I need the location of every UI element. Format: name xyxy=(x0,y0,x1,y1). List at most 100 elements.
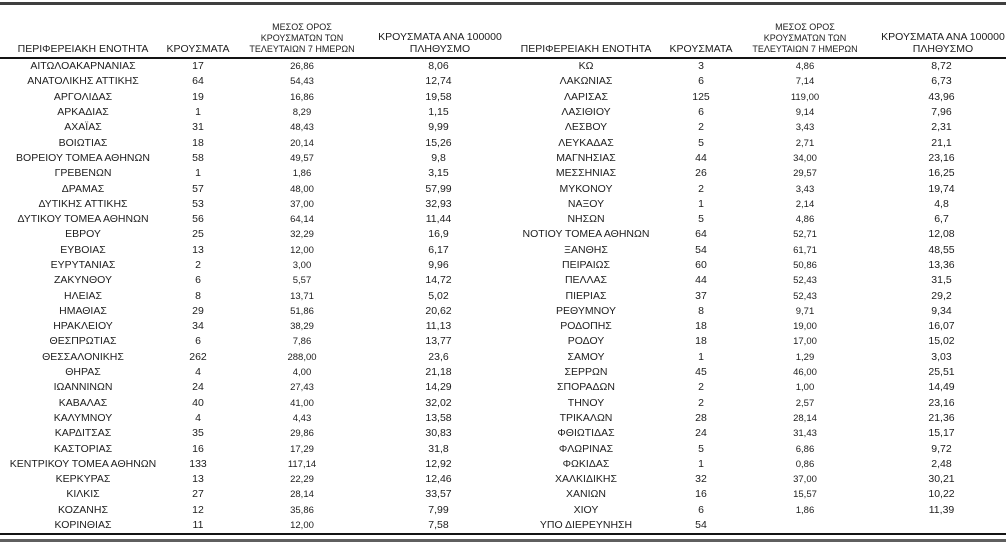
region-cell: ΚΟΖΑΝΗΣ xyxy=(58,503,108,516)
per-100k-cell: 7,58 xyxy=(428,519,449,532)
avg-7day-cell: 3,00 xyxy=(292,260,312,271)
avg-7day-cell: 2,14 xyxy=(795,198,815,210)
per-100k-cell: 32,93 xyxy=(425,197,452,210)
per-100k-cell: 48,55 xyxy=(928,243,955,256)
region-cell: ΧΑΛΚΙΔΙΚΗΣ xyxy=(555,473,617,486)
region-cell: ΚΟΡΙΝΘΙΑΣ xyxy=(54,519,112,532)
table-row: ΕΥΒΟΙΑΣ 13 12,00 6,17 xyxy=(0,243,503,258)
region-cell: ΚΑΛΥΜΝΟΥ xyxy=(53,411,113,424)
per-100k-cell: 16,25 xyxy=(928,167,955,180)
cases-cell: 40 xyxy=(192,396,204,409)
table-row: ΛΑΣΙΘΙΟΥ 6 9,14 7,96 xyxy=(503,105,1006,120)
header-per-100k-label: ΚΡΟΥΣΜΑΤΑ ΑΝΑ 100000 ΠΛΗΘΥΣΜΟ xyxy=(378,31,502,55)
cases-cell: 12 xyxy=(192,503,204,516)
table-row: ΓΡΕΒΕΝΩΝ 1 1,86 3,15 xyxy=(0,166,503,181)
regional-cases-table-left: ΠΕΡΙΦΕΡΕΙΑΚΗ ΕΝΟΤΗΤΑ ΚΡΟΥΣΜΑΤΑ ΜΕΣΟΣ ΟΡΟ… xyxy=(0,5,503,533)
region-cell: ΝΑΞΟΥ xyxy=(567,197,605,210)
region-cell: ΛΕΥΚΑΔΑΣ xyxy=(558,136,614,149)
avg-7day-cell: 51,86 xyxy=(290,305,314,317)
avg-7day-cell: 9,71 xyxy=(795,305,815,317)
cases-cell: 26 xyxy=(695,167,707,180)
region-cell: ΚΕΝΤΡΙΚΟΥ ΤΟΜΕΑ ΑΘΗΝΩΝ xyxy=(9,457,157,470)
per-100k-cell: 1,15 xyxy=(428,106,449,119)
avg-7day-cell: 15,57 xyxy=(793,489,817,501)
avg-7day-cell: 17,00 xyxy=(793,336,817,348)
region-cell: ΗΡΑΚΛΕΙΟΥ xyxy=(53,320,113,333)
cases-cell: 4 xyxy=(195,411,201,424)
cases-cell: 6 xyxy=(195,335,201,348)
per-100k-cell: 19,74 xyxy=(928,182,955,195)
region-cell: ΚΑΒΑΛΑΣ xyxy=(58,396,108,409)
per-100k-cell: 29,2 xyxy=(931,289,952,302)
avg-7day-cell: 3,43 xyxy=(795,183,815,195)
cases-cell: 6 xyxy=(698,75,704,88)
avg-7day-cell: 117,14 xyxy=(287,458,317,470)
per-100k-cell: 12,92 xyxy=(425,457,452,470)
table-row: ΦΘΙΩΤΙΔΑΣ 24 31,43 15,17 xyxy=(503,426,1006,441)
table-row: ΡΕΘΥΜΝΟΥ 8 9,71 9,34 xyxy=(503,304,1006,319)
per-100k-cell: 14,29 xyxy=(425,381,452,394)
per-100k-cell: 2,48 xyxy=(931,457,952,470)
avg-7day-cell: 19,00 xyxy=(793,321,817,333)
region-cell: ΘΗΡΑΣ xyxy=(65,366,101,379)
region-cell: ΔΥΤΙΚΟΥ ΤΟΜΕΑ ΑΘΗΝΩΝ xyxy=(17,213,149,226)
table-row: ΛΕΣΒΟΥ 2 3,43 2,31 xyxy=(503,120,1006,135)
table-row: ΣΕΡΡΩΝ 45 46,00 25,51 xyxy=(503,365,1006,380)
cases-cell: 45 xyxy=(695,366,707,379)
table-row: ΤΗΝΟΥ 2 2,57 23,16 xyxy=(503,396,1006,411)
region-cell: ΒΟΡΕΙΟΥ ΤΟΜΕΑ ΑΘΗΝΩΝ xyxy=(16,151,150,164)
per-100k-cell: 6,7 xyxy=(934,213,949,226)
avg-7day-cell: 1,86 xyxy=(795,504,815,516)
cases-cell: 16 xyxy=(695,488,707,501)
table-row: ΖΑΚΥΝΘΟΥ 6 5,57 14,72 xyxy=(0,273,503,288)
avg-7day-cell: 34,00 xyxy=(793,152,817,164)
table-row: ΛΕΥΚΑΔΑΣ 5 2,71 21,1 xyxy=(503,135,1006,150)
table-row: ΕΥΡΥΤΑΝΙΑΣ 2 3,00 9,96 xyxy=(0,258,503,273)
cases-cell: 57 xyxy=(192,182,204,195)
avg-7day-cell: 6,86 xyxy=(795,443,815,455)
region-cell: ΛΑΣΙΘΙΟΥ xyxy=(561,106,611,119)
per-100k-cell: 21,1 xyxy=(931,136,952,149)
table-row: ΠΕΙΡΑΙΩΣ 60 50,86 13,36 xyxy=(503,258,1006,273)
region-cell: ΔΡΑΜΑΣ xyxy=(61,182,105,195)
cases-cell: 37 xyxy=(695,289,707,302)
cases-cell: 13 xyxy=(192,473,204,486)
cases-cell: 5 xyxy=(698,136,704,149)
per-100k-cell: 30,21 xyxy=(928,473,955,486)
per-100k-cell: 13,36 xyxy=(928,259,955,271)
avg-7day-cell: 31,43 xyxy=(793,428,817,440)
header-row: ΠΕΡΙΦΕΡΕΙΑΚΗ ΕΝΟΤΗΤΑ ΚΡΟΥΣΜΑΤΑ ΜΕΣΟΣ ΟΡΟ… xyxy=(0,5,503,59)
cases-cell: 34 xyxy=(192,320,204,333)
header-per-100k: ΚΡΟΥΣΜΑΤΑ ΑΝΑ 100000 ΠΛΗΘΥΣΜΟ xyxy=(374,5,503,59)
per-100k-cell: 13,77 xyxy=(425,335,452,348)
avg-7day-cell: 2,71 xyxy=(795,137,815,149)
cases-cell: 60 xyxy=(695,259,707,271)
per-100k-cell: 16,07 xyxy=(928,320,955,333)
avg-7day-cell: 1,00 xyxy=(795,382,815,394)
header-regional-unit: ΠΕΡΙΦΕΡΕΙΑΚΗ ΕΝΟΤΗΤΑ xyxy=(0,5,166,59)
region-cell: ΛΕΣΒΟΥ xyxy=(564,121,608,134)
cases-cell: 27 xyxy=(192,488,204,501)
header-per-100k-label: ΚΡΟΥΣΜΑΤΑ ΑΝΑ 100000 ΠΛΗΘΥΣΜΟ xyxy=(881,31,1005,55)
cases-cell: 25 xyxy=(192,228,204,241)
region-cell: ΘΕΣΣΑΛΟΝΙΚΗΣ xyxy=(42,350,124,363)
region-cell: ΑΧΑΪΑΣ xyxy=(64,121,102,134)
table-row: ΚΑΡΔΙΤΣΑΣ 35 29,86 30,83 xyxy=(0,426,503,441)
region-cell: ΠΙΕΡΙΑΣ xyxy=(565,289,607,302)
per-100k-cell: 10,22 xyxy=(928,488,955,501)
cases-cell: 1 xyxy=(195,106,201,119)
table-row: ΑΡΓΟΛΙΔΑΣ 19 16,86 19,58 xyxy=(0,90,503,105)
cases-cell: 5 xyxy=(698,213,704,226)
table-row: ΙΩΑΝΝΙΝΩΝ 24 27,43 14,29 xyxy=(0,380,503,395)
avg-7day-cell: 48,43 xyxy=(290,122,314,134)
regional-cases-table-right: ΠΕΡΙΦΕΡΕΙΑΚΗ ΕΝΟΤΗΤΑ ΚΡΟΥΣΜΑΤΑ ΜΕΣΟΣ ΟΡΟ… xyxy=(503,5,1006,533)
region-cell: ΚΕΡΚΥΡΑΣ xyxy=(55,473,111,486)
avg-7day-cell: 64,14 xyxy=(290,214,314,226)
per-100k-cell: 9,34 xyxy=(931,304,952,317)
table-row: ΡΟΔΟΥ 18 17,00 15,02 xyxy=(503,334,1006,349)
cases-cell: 54 xyxy=(695,519,707,532)
cases-cell: 18 xyxy=(192,136,204,149)
avg-7day-cell: 17,29 xyxy=(290,443,314,455)
per-100k-cell: 57,99 xyxy=(425,182,452,195)
